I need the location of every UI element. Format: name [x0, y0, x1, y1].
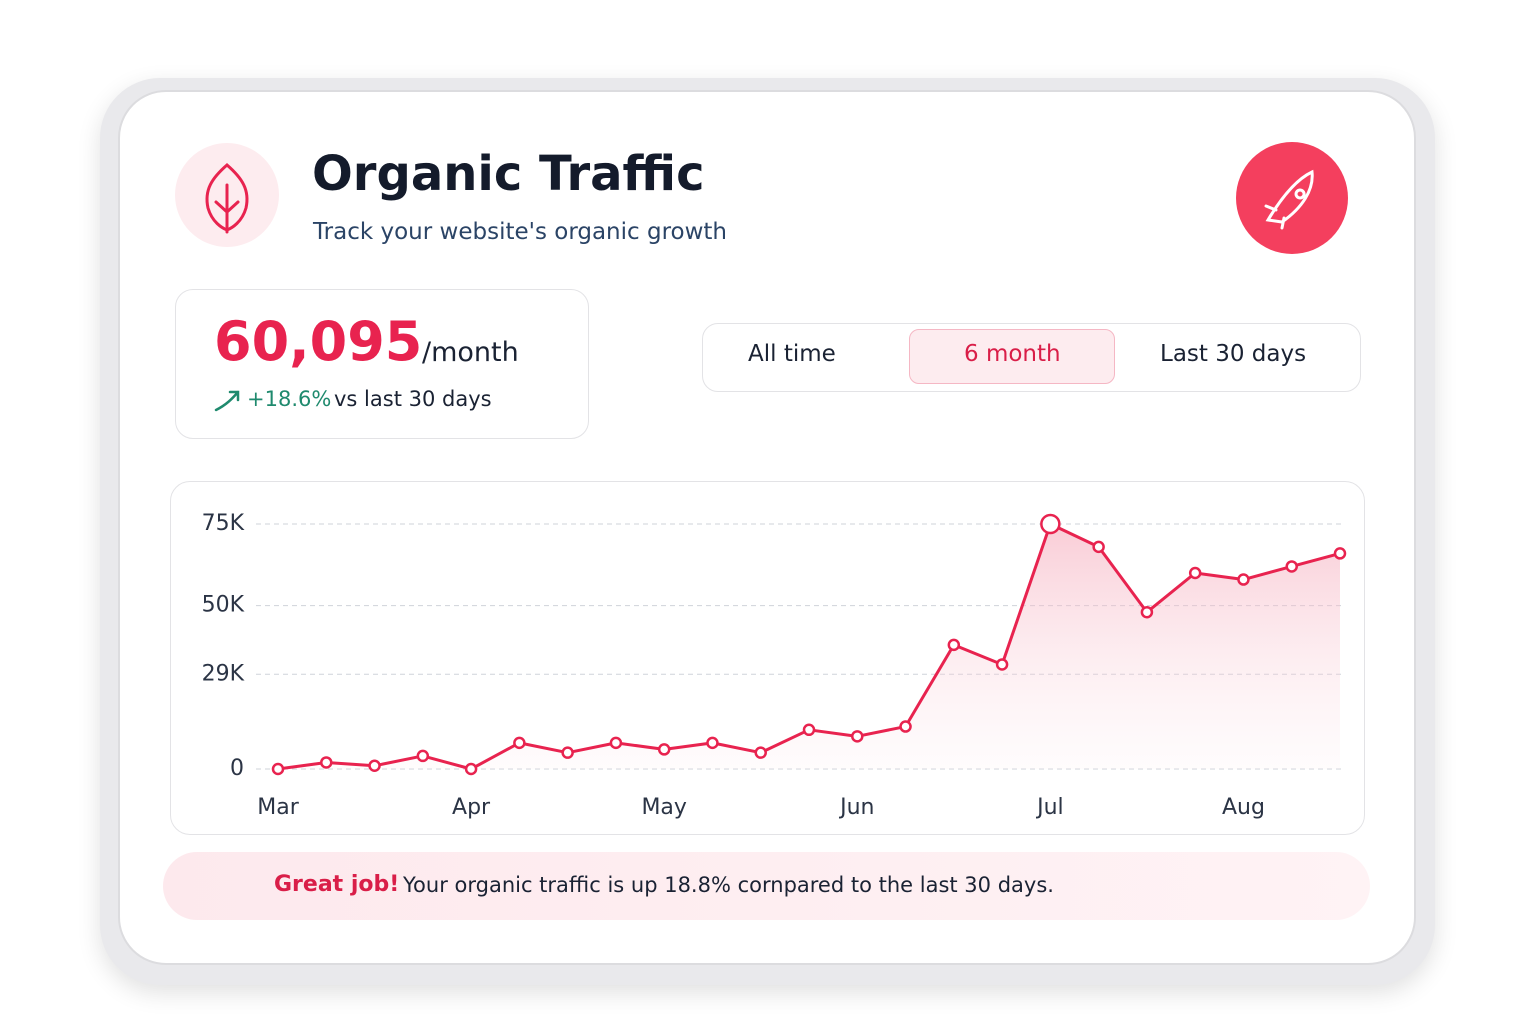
x-tick-label: Aug [1222, 795, 1265, 820]
tab[interactable]: 6 month [964, 341, 1061, 367]
x-tick-label: May [641, 795, 686, 820]
banner [163, 852, 1370, 920]
y-tick-label: 29K [202, 661, 245, 686]
data-point [1285, 560, 1298, 573]
x-tick-label: Apr [452, 795, 491, 820]
data-point [416, 749, 430, 763]
banner-text: Your organic traffic is up 18.8% cornpar… [403, 873, 1054, 897]
leaf-icon [205, 163, 249, 234]
banner-emphasis: Great job! [274, 872, 400, 897]
x-tick-label: Jun [838, 795, 874, 820]
data-point [1333, 547, 1347, 560]
data-point [1140, 605, 1154, 619]
stat-box [175, 289, 589, 439]
data-point [561, 746, 574, 759]
active-tab-bg [909, 329, 1115, 384]
x-tick-label: Mar [257, 795, 299, 820]
data-point [899, 720, 912, 733]
data-point [609, 736, 623, 750]
stat-change: +18.6% [247, 387, 332, 411]
data-point [706, 736, 719, 750]
card [118, 90, 1416, 965]
subtitle: Track your website's organic growth [313, 219, 728, 245]
data-point [754, 746, 767, 759]
y-tick-label: 75K [202, 511, 245, 536]
data-point [995, 658, 1009, 671]
data-point [1237, 573, 1250, 586]
data-point [1040, 513, 1061, 535]
title: Organic Traffic [312, 146, 705, 202]
rocket-icon [1264, 169, 1314, 230]
y-tick-label: 0 [230, 756, 244, 781]
stat-value: 60,095 [214, 310, 423, 373]
data-point [802, 723, 816, 737]
tab[interactable]: All time [748, 341, 836, 367]
stat-comparison: vs last 30 days [334, 387, 492, 411]
data-point [368, 759, 381, 772]
rocket-button[interactable] [1236, 142, 1348, 254]
chart-panel [170, 481, 1365, 835]
area [278, 524, 1340, 769]
y-tick-label: 50K [202, 593, 245, 618]
data-point [657, 743, 671, 756]
up-arrow [214, 390, 240, 412]
data-point [1092, 540, 1105, 554]
data-point [851, 730, 864, 743]
tab-bar [702, 323, 1361, 392]
data-point [947, 638, 961, 652]
data-point [464, 762, 478, 776]
tab[interactable]: Last 30 days [1160, 341, 1307, 367]
data-point [320, 756, 333, 769]
data-point [513, 736, 526, 750]
data-point [271, 762, 285, 776]
data-point [1188, 566, 1202, 580]
stat-unit: /month [422, 337, 519, 368]
x-tick-label: Jul [1035, 795, 1064, 820]
